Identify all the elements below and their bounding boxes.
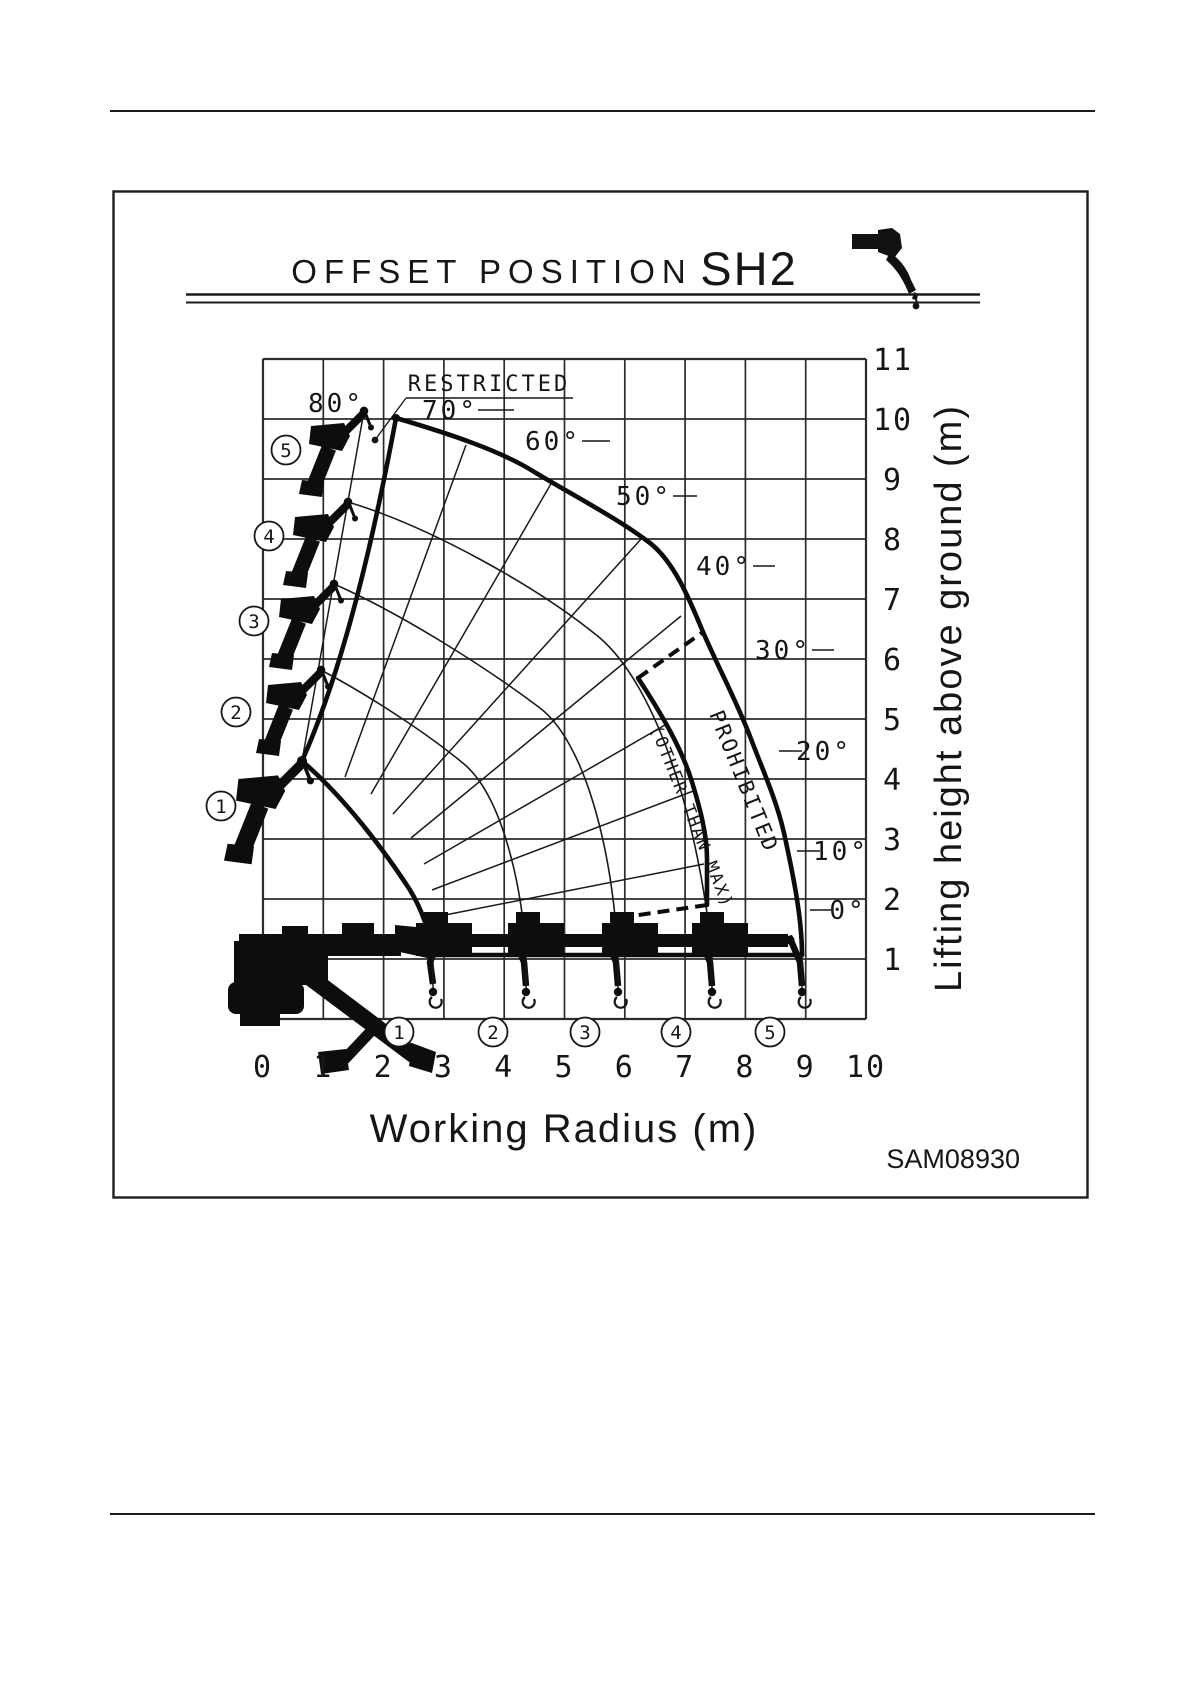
hook-glyph-stage-2 [521, 996, 536, 1009]
x-tick-0: 0 [253, 1050, 273, 1085]
radial-30 [423, 724, 666, 865]
restricted-callout: RESTRICTED [371, 372, 573, 444]
offset-crane-icon [852, 228, 920, 310]
y-tick-2: 2 [883, 883, 903, 918]
figure-box: OFFSET POSITION SH2 [112, 190, 1089, 1199]
y-tick-7: 7 [883, 583, 903, 618]
radial-60 [370, 481, 553, 795]
left-stage-circle-3 [238, 605, 270, 637]
y-tick-11: 11 [873, 343, 913, 378]
angle-label-6: 20° [796, 737, 852, 767]
hook-dot-stage-3 [613, 987, 623, 997]
angle-label-2: 60° [525, 427, 581, 457]
hook-glyph-stage-4 [707, 996, 722, 1009]
stage-3-arc [333, 583, 619, 956]
radial-10 [434, 863, 705, 918]
left-stage-number-4: 4 [263, 526, 274, 548]
angle-radials [301, 410, 705, 918]
y-tick-5: 5 [883, 703, 903, 738]
bottom-stage-circle-2 [477, 1016, 509, 1048]
x-tick-5: 5 [554, 1050, 574, 1085]
machine-tracks [228, 982, 304, 1014]
prohibited-dashed-edges [617, 630, 708, 920]
y-tick-1: 1 [883, 943, 903, 978]
x-tick-3: 3 [434, 1050, 454, 1085]
x-tick-7: 7 [675, 1050, 695, 1085]
angle-label-0: 80° [308, 389, 364, 419]
y-tick-3: 3 [883, 823, 903, 858]
left-stage-number-2: 2 [230, 702, 241, 724]
bottom-stage-number-1: 1 [393, 1022, 404, 1044]
x-axis-title: Working Radius (m) [370, 1107, 759, 1151]
left-stage-circle-1 [205, 790, 237, 822]
radial-40 [410, 615, 682, 839]
angle-label-5: 30° [755, 636, 811, 666]
bottom-stage-number-4: 4 [670, 1022, 681, 1044]
angle-label-1: 70° [422, 396, 478, 426]
hook-glyph-stage-1 [428, 996, 443, 1009]
figure-title: OFFSET POSITION [291, 253, 692, 290]
radial-20 [431, 789, 697, 891]
left-stage-number-5: 5 [280, 440, 291, 462]
radial-50 [392, 537, 643, 815]
bottom-stage-circle-4 [660, 1016, 692, 1048]
bottom-stage-number-5: 5 [764, 1022, 775, 1044]
page-bottom-rule [110, 1513, 1095, 1515]
hook-glyph-stage-3 [613, 996, 628, 1009]
hook-dot-stage-2 [521, 987, 531, 997]
envelope-apex-dot [392, 414, 400, 422]
figure-code: SAM08930 [886, 1144, 1020, 1174]
prohibited-inner-boundary [635, 675, 710, 908]
bottom-stage-circle-1 [383, 1016, 415, 1048]
angle-label-8: 0° [829, 896, 866, 926]
bottom-stage-number-2: 2 [487, 1022, 498, 1044]
y-tick-4: 4 [883, 763, 903, 798]
hook-dot-stage-1 [428, 987, 438, 997]
y-axis-title: Lifting height above ground (m) [928, 404, 970, 992]
figure-model: SH2 [700, 242, 797, 295]
x-tick-4: 4 [494, 1050, 514, 1085]
bottom-stage-circle-3 [569, 1016, 601, 1048]
x-tick-10: 10 [846, 1050, 886, 1085]
x-tick-6: 6 [615, 1050, 635, 1085]
restricted-pointer-dot [371, 436, 379, 444]
x-tick-8: 8 [735, 1050, 755, 1085]
restricted-label: RESTRICTED [408, 372, 570, 397]
hook-glyph-stage-5 [797, 996, 812, 1009]
x-tick-1: 1 [313, 1050, 333, 1085]
machine-bucket [409, 1043, 436, 1073]
x-tick-9: 9 [796, 1050, 816, 1085]
left-stage-circle-2 [220, 696, 252, 728]
page-top-rule [110, 110, 1095, 112]
y-tick-10: 10 [873, 403, 913, 438]
angle-label-4: 40° [696, 552, 752, 582]
prohibited-dashed-top [636, 630, 705, 680]
y-tick-8: 8 [883, 523, 903, 558]
machine-bucket-folded [318, 1049, 349, 1074]
prohibited-dashed-bottom [617, 903, 708, 920]
offset-position-chart: OFFSET POSITION SH2 [112, 190, 1089, 1199]
hook-dot-stage-4 [707, 987, 717, 997]
angle-label-3: 50° [616, 482, 672, 512]
stage-2-arc [320, 669, 527, 956]
left-stage-circle-5 [270, 434, 302, 466]
max-offset-boundary [299, 415, 399, 764]
left-stage-number-1: 1 [215, 796, 226, 818]
radial-70 [344, 444, 467, 778]
left-stage-number-3: 3 [248, 611, 259, 633]
y-tick-6: 6 [883, 643, 903, 678]
bottom-stage-circle-5 [754, 1016, 786, 1048]
y-tick-9: 9 [883, 463, 903, 498]
hook-dot-stage-5 [797, 987, 807, 997]
angle-label-7: 10° [813, 837, 869, 867]
x-tick-2: 2 [374, 1050, 394, 1085]
stage-4-arc [347, 501, 713, 956]
max-envelope [393, 415, 805, 958]
left-stage-circle-4 [253, 520, 285, 552]
bottom-stage-number-3: 3 [579, 1022, 590, 1044]
